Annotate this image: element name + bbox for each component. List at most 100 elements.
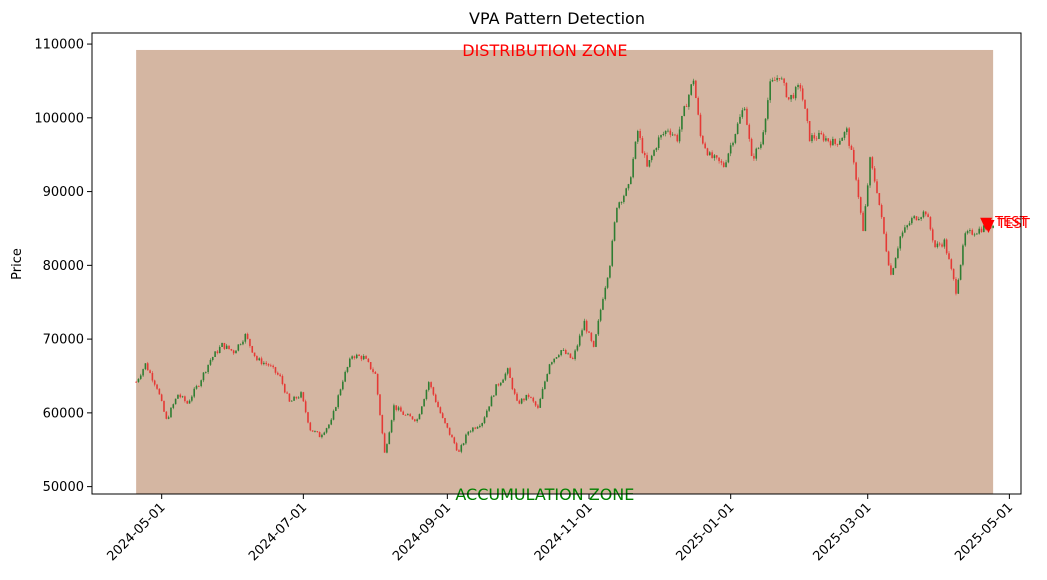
plot-area (136, 49, 994, 494)
candle-body (962, 245, 964, 265)
candle-body (388, 432, 391, 445)
y-tick-label: 70000 (43, 333, 84, 348)
candle-body (181, 396, 184, 398)
candle-body (474, 427, 477, 429)
candle-body (776, 78, 778, 81)
candle-body (409, 414, 411, 417)
candle-body (783, 78, 785, 83)
candle-body (813, 135, 816, 139)
candle-body (952, 268, 955, 280)
candle-body (938, 243, 941, 245)
candle-body (490, 396, 493, 407)
candle-body (351, 356, 353, 359)
zone-annotation: DISTRIBUTION ZONE (462, 41, 627, 60)
candle-body (527, 394, 530, 397)
candle-body (641, 138, 644, 153)
candle-body (711, 152, 713, 158)
candle-body (671, 134, 674, 136)
candle-body (200, 380, 202, 387)
candle-body (755, 148, 758, 159)
candle-body (746, 108, 748, 125)
candle-body (418, 414, 421, 420)
candle-body (374, 372, 377, 374)
candle-body (167, 417, 170, 419)
candle-body (571, 357, 574, 359)
candle-body (293, 396, 295, 401)
candle-body (941, 244, 943, 247)
candle-body (520, 398, 523, 404)
candle-body (532, 397, 535, 402)
candle-body (481, 423, 483, 426)
candle-body (492, 395, 495, 397)
candle-body (574, 350, 576, 359)
candle-body (332, 410, 335, 420)
candle-body (936, 243, 939, 248)
candle-body (616, 207, 618, 223)
candle-body (878, 193, 881, 205)
candle-body (794, 87, 797, 99)
candle-body (335, 407, 337, 411)
candle-body (660, 134, 662, 138)
candle-body (869, 157, 871, 186)
candle-body (801, 88, 804, 100)
candle-body (859, 197, 862, 213)
candle-body (578, 335, 581, 346)
candle-body (218, 346, 221, 353)
candle-body (548, 364, 551, 375)
candle-body (153, 380, 156, 385)
candle-body (328, 424, 330, 429)
candle-body (948, 253, 950, 260)
candle-body (634, 141, 637, 159)
candle-body (639, 131, 641, 139)
candle-body (246, 333, 249, 339)
candle-body (885, 233, 888, 252)
candle-body (462, 443, 465, 446)
candle-body (342, 381, 344, 390)
candle-body (188, 400, 191, 404)
candle-body (969, 230, 971, 232)
candle-body (769, 81, 771, 101)
candle-body (820, 132, 823, 135)
candle-body (643, 152, 646, 156)
candle-body (743, 108, 746, 111)
candle-body (602, 299, 604, 310)
candle-body (290, 400, 293, 402)
candle-body (655, 148, 658, 151)
candle-body (142, 369, 144, 376)
candle-body (407, 414, 409, 416)
candle-body (943, 239, 946, 247)
candle-body (279, 374, 281, 377)
candle-body (727, 153, 730, 163)
candle-body (439, 407, 442, 414)
candle-body (976, 233, 978, 235)
candle-body (156, 384, 158, 389)
candle-body (446, 423, 449, 428)
candle-body (623, 195, 625, 202)
candle-body (708, 152, 711, 156)
candle-body (146, 363, 149, 371)
candle-body (774, 79, 776, 81)
candle-body (260, 358, 263, 365)
candle-body (318, 432, 321, 438)
candle-body (897, 248, 899, 258)
candle-body (862, 212, 864, 231)
test-marker-label: TEST (996, 217, 1029, 232)
candle-body (265, 362, 267, 365)
candle-body (458, 450, 460, 452)
candle-body (832, 138, 834, 146)
candle-body (506, 368, 509, 374)
candle-body (353, 356, 356, 359)
candle-body (630, 177, 632, 185)
candle-body (472, 427, 474, 432)
candle-body (465, 434, 467, 444)
candle-body (736, 123, 739, 135)
candle-body (599, 309, 602, 321)
y-tick-label: 50000 (43, 480, 84, 495)
candle-body (757, 147, 760, 149)
candle-body (822, 134, 825, 141)
candle-body (360, 355, 363, 360)
candle-body (950, 259, 953, 269)
candle-body (674, 134, 676, 136)
candle-body (846, 128, 848, 133)
